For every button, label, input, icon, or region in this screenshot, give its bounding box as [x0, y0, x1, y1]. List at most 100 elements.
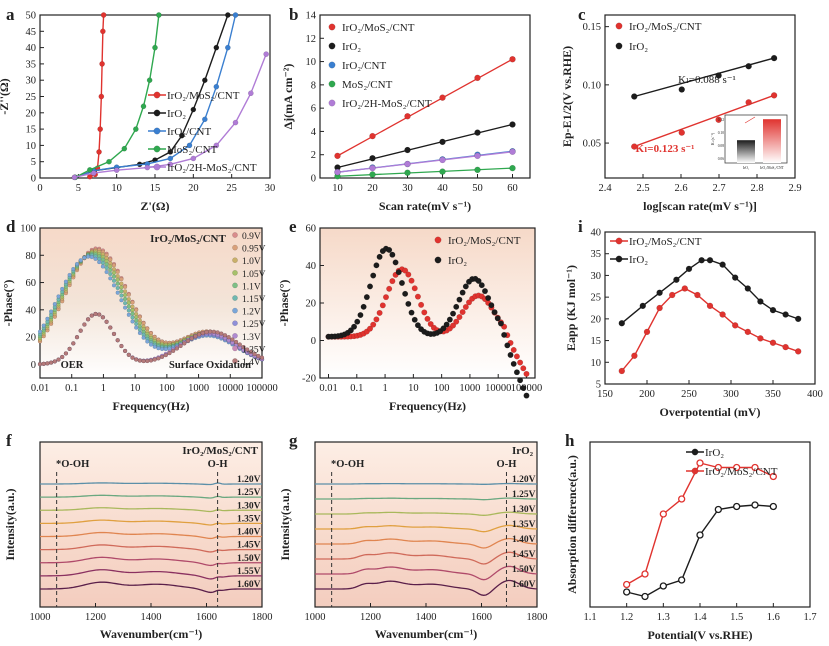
series-1.20V: 1.20V [315, 475, 538, 485]
oer-annotation: OER [61, 360, 84, 371]
data-point [414, 293, 421, 300]
data-point [631, 143, 638, 150]
inset-bar-chart: IrO₂ IrO₂/MoS₂/CNT 0.12 0.10 0.08 0.06 Kₗ (s⁻¹… [710, 114, 788, 170]
data-point [443, 321, 450, 328]
legend-label: 1.3V [242, 333, 261, 343]
legend-label: IrO₂ [448, 255, 467, 267]
x-tick-label: 1.2 [620, 612, 633, 623]
data-point [462, 304, 469, 311]
x-tick-label: 1000 [188, 383, 209, 394]
x-axis-label: log[scan rate(mV s⁻¹)] [643, 199, 757, 213]
data-point [263, 51, 269, 57]
y-tick-label: 5 [596, 380, 601, 391]
data-point [115, 269, 120, 274]
data-point [509, 148, 516, 156]
data-point [641, 592, 649, 601]
data-point [404, 113, 411, 120]
potential-label: 1.55V [237, 567, 261, 577]
data-point [141, 335, 146, 340]
legend-marker [328, 61, 336, 69]
data-point [523, 370, 530, 377]
data-point [108, 276, 113, 281]
x-tick-label: 60 [507, 183, 518, 194]
plot-background [40, 228, 262, 378]
data-point [93, 311, 98, 317]
data-point [137, 330, 142, 336]
x-tick-label: 1000 [305, 612, 326, 623]
x-tick-label: 1000 [459, 383, 480, 394]
data-point [631, 352, 638, 359]
data-point [41, 361, 46, 366]
data-point [659, 582, 667, 590]
data-point [694, 291, 701, 299]
data-point [510, 360, 517, 367]
legend-label: IrO₂/MoS₂/CNT [448, 235, 521, 247]
potential-label: 1.25V [512, 490, 536, 500]
data-point [424, 315, 431, 322]
data-point [179, 132, 185, 139]
data-point [137, 358, 142, 363]
data-point [509, 56, 516, 63]
data-point [795, 348, 802, 355]
data-point [113, 167, 120, 173]
data-point [99, 61, 105, 67]
data-point [202, 116, 208, 123]
data-point [197, 332, 202, 337]
legend-label: 1.1V [242, 282, 261, 292]
y-tick-label: 100 [20, 224, 36, 235]
data-point [631, 93, 638, 100]
x-tick-label: 2.5 [636, 183, 649, 194]
x-axis-label: Overpotential (mV) [660, 405, 761, 419]
y-tick-label: 45 [26, 27, 37, 38]
data-point [93, 256, 98, 261]
potential-label: 1.25V [237, 488, 261, 498]
data-point [63, 351, 68, 356]
y-tick-label: 40 [591, 228, 602, 239]
data-point [427, 320, 434, 327]
legend-marker [153, 109, 161, 117]
data-point [696, 459, 704, 467]
data-point [485, 294, 492, 301]
data-point [494, 315, 501, 322]
series-MoS2/CNT [72, 12, 162, 181]
data-point [130, 311, 135, 316]
data-point [732, 274, 739, 281]
data-point [126, 300, 131, 305]
panel-b: 10 20 30 40 50 60 0 2 4 6 8 10 12 14 IrO₂/MoS₂/CNT IrO₂… [281, 11, 531, 213]
data-point [367, 283, 374, 290]
data-point [373, 316, 380, 323]
data-point [145, 358, 150, 364]
data-point [167, 161, 174, 168]
series-line [626, 462, 774, 586]
data-point [656, 304, 663, 312]
inset-tick-label: IrO₂/MoS₂/CNT [760, 166, 784, 170]
data-point [108, 267, 113, 273]
data-point [67, 346, 72, 351]
data-point [119, 293, 124, 298]
panel-h: 1.1 1.2 1.3 1.4 1.5 1.6 1.7 IrO₂ IrO₂/MoS₂/CNT Po… [565, 441, 817, 642]
data-point [152, 344, 157, 349]
y-axis-label: Eapp (KJ mol⁻¹) [564, 265, 578, 351]
y-axis-label: Δj(mA cm⁻²) [281, 64, 295, 130]
series-IrO2/2H-MoS2/CNT [334, 148, 516, 176]
data-point [204, 329, 209, 335]
data-point [100, 12, 107, 18]
series-IrO2/CNT [72, 12, 239, 181]
series-IrO2/2H-MoS2/CNT [71, 51, 269, 181]
legend-label: 1.0V [242, 257, 261, 267]
data-point [520, 365, 527, 372]
data-point [167, 155, 174, 162]
series-1.45V: 1.45V [315, 550, 538, 565]
plot-frame [39, 227, 263, 379]
potential-label: 1.40V [237, 528, 261, 538]
data-point [618, 367, 625, 375]
data-point [439, 156, 446, 164]
data-point [715, 116, 722, 123]
data-point [474, 166, 481, 174]
x-tick-label: 0 [37, 183, 42, 194]
data-point [148, 358, 154, 363]
legend-label: IrO₂/MoS₂/CNT [705, 466, 778, 478]
data-point [115, 281, 120, 286]
data-point [134, 357, 139, 362]
y-axis-label: Ep-E1/2(V vs.RHE) [560, 46, 574, 147]
